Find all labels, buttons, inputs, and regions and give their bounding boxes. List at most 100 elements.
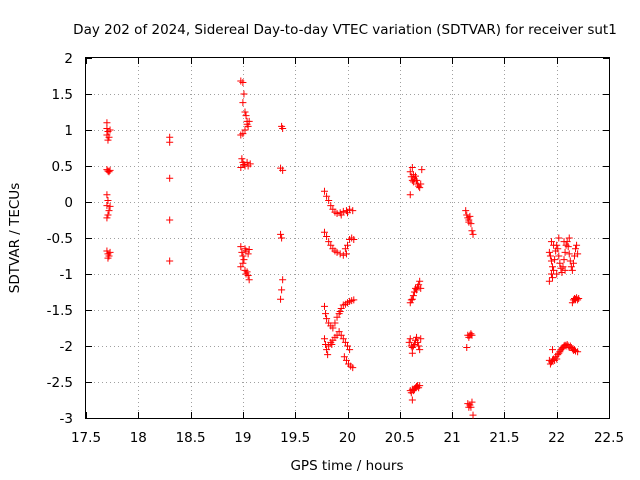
data-point (103, 202, 111, 210)
data-point (323, 315, 331, 323)
data-point (462, 207, 470, 215)
data-point (550, 266, 558, 274)
data-point (469, 230, 477, 238)
data-point (322, 310, 330, 318)
data-point (327, 241, 335, 249)
data-point (166, 257, 174, 265)
data-point (574, 250, 582, 258)
y-tick-label: -1.5 (47, 303, 73, 319)
data-point (551, 256, 559, 264)
data-point (339, 251, 347, 259)
data-point (336, 307, 344, 315)
data-point (463, 211, 471, 219)
x-tick-label: 19.5 (280, 430, 310, 446)
data-point (337, 331, 345, 339)
data-point (242, 112, 250, 120)
data-point (333, 210, 341, 218)
data-point (415, 342, 423, 350)
data-point (320, 228, 328, 236)
data-point (237, 163, 245, 171)
data-point (413, 286, 421, 294)
data-point (337, 305, 345, 313)
x-tick-label: 22.5 (594, 430, 624, 446)
data-point (325, 342, 333, 350)
y-tick-label: -2.5 (47, 375, 73, 391)
data-point (416, 277, 424, 285)
data-point (554, 245, 562, 253)
y-tick-label: 2 (64, 51, 73, 67)
data-point (246, 160, 254, 168)
data-point (333, 248, 341, 256)
data-point (549, 263, 557, 271)
data-point (327, 202, 335, 210)
data-point (166, 138, 174, 146)
data-point (555, 349, 563, 357)
y-tick-label: -3 (60, 411, 73, 427)
data-point (549, 274, 557, 282)
data-point (573, 241, 581, 249)
data-point (323, 346, 331, 354)
data-point (324, 351, 332, 359)
data-point (341, 338, 349, 346)
data-point (416, 184, 424, 192)
data-point (409, 292, 417, 300)
data-point (240, 90, 248, 98)
data-point (104, 254, 112, 262)
data-point (575, 294, 583, 302)
data-point (346, 205, 354, 213)
data-point (105, 207, 113, 215)
data-point (106, 202, 114, 210)
data-point (467, 330, 475, 338)
data-point (413, 176, 421, 184)
data-point (349, 207, 357, 215)
data-point (465, 218, 473, 226)
data-point (468, 398, 476, 406)
data-point (322, 341, 330, 349)
data-point (241, 126, 249, 134)
x-axis-label: GPS time / hours (290, 458, 403, 474)
data-point (350, 235, 358, 243)
data-point (103, 191, 111, 199)
data-point (237, 131, 245, 139)
data-point (277, 295, 285, 303)
data-point (574, 348, 582, 356)
data-point (547, 257, 555, 265)
data-point (323, 233, 331, 241)
data-point (278, 286, 286, 294)
data-point (240, 256, 248, 264)
data-point (555, 234, 563, 242)
data-point (239, 99, 247, 107)
data-point (328, 341, 336, 349)
data-point (341, 245, 349, 253)
data-point (166, 174, 174, 182)
data-point (279, 276, 287, 284)
data-point (239, 78, 247, 86)
data-point (466, 212, 474, 220)
data-point (565, 234, 573, 242)
data-point (406, 335, 414, 343)
data-point (278, 234, 286, 242)
data-point (547, 238, 555, 246)
data-point (331, 319, 339, 327)
data-point (342, 356, 350, 364)
data-point (320, 302, 328, 310)
data-point (337, 211, 345, 219)
data-point (572, 245, 580, 253)
data-point (320, 335, 328, 343)
x-tick-label: 21 (444, 430, 461, 446)
plot-frame (85, 57, 610, 419)
data-point (469, 411, 477, 419)
data-point (468, 331, 476, 339)
data-point (555, 252, 563, 260)
data-point (166, 216, 174, 224)
data-point (553, 270, 561, 278)
data-point (105, 168, 113, 176)
y-tick-label: -1 (60, 267, 73, 283)
data-point (414, 338, 422, 346)
data-point (342, 250, 350, 258)
data-point (279, 125, 287, 133)
data-point (408, 349, 416, 357)
data-point (349, 364, 357, 372)
data-point (238, 248, 246, 256)
